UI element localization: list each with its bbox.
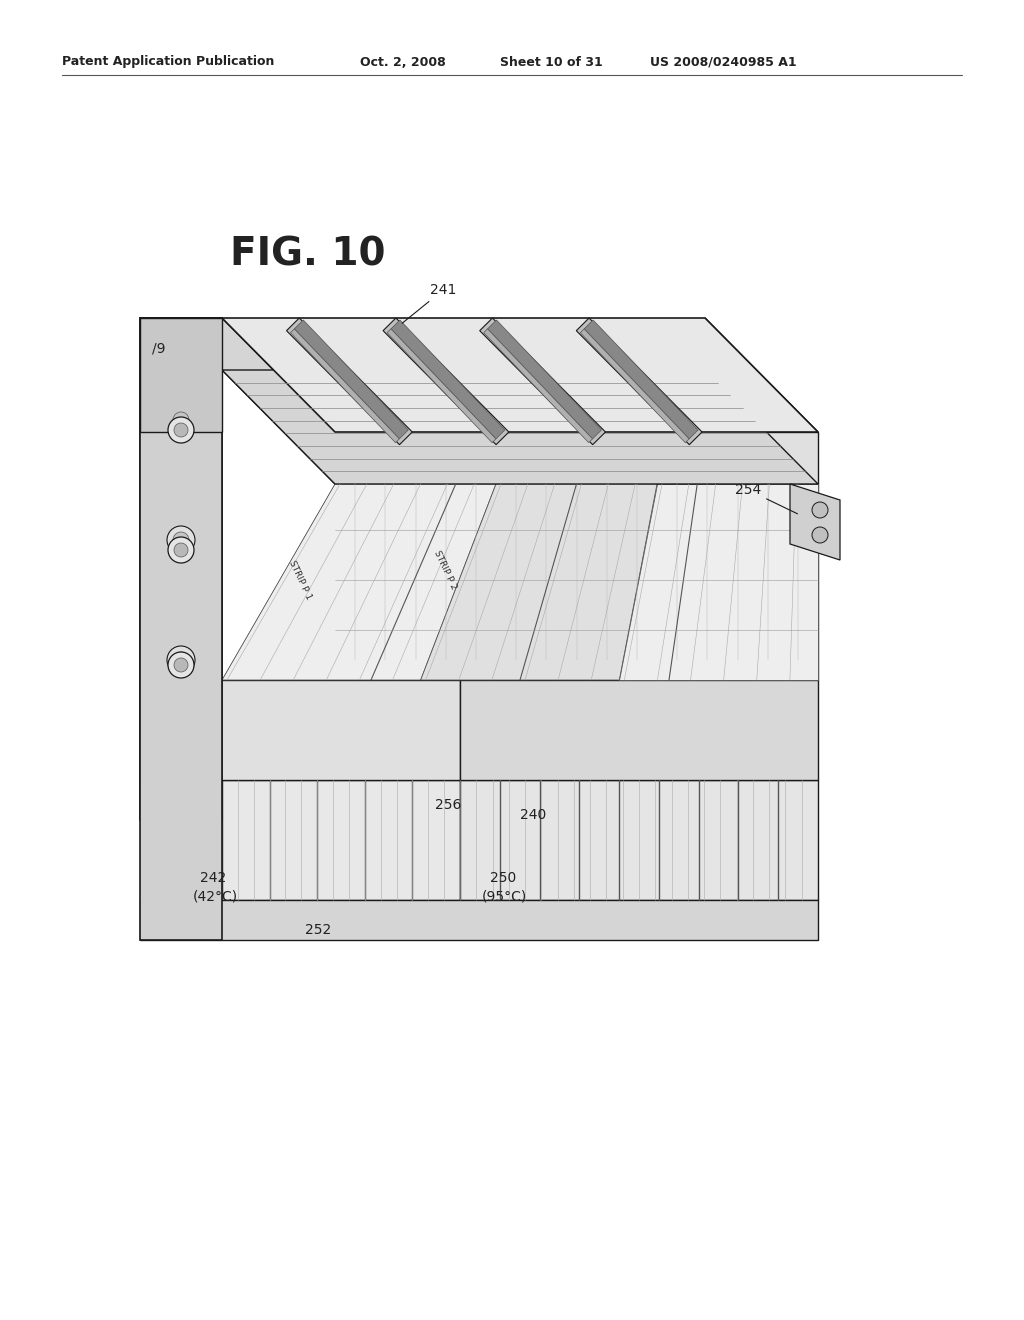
Circle shape (812, 527, 828, 543)
Polygon shape (483, 329, 593, 442)
Polygon shape (294, 319, 409, 438)
Text: Oct. 2, 2008: Oct. 2, 2008 (360, 55, 445, 69)
Circle shape (168, 537, 194, 564)
Text: (95°C): (95°C) (482, 888, 527, 903)
Circle shape (168, 652, 194, 678)
Polygon shape (222, 318, 335, 484)
Polygon shape (790, 484, 840, 560)
Circle shape (168, 417, 194, 444)
Circle shape (167, 525, 195, 554)
Polygon shape (577, 318, 702, 445)
Polygon shape (222, 370, 818, 484)
Polygon shape (140, 680, 460, 780)
Polygon shape (291, 329, 399, 442)
Polygon shape (421, 484, 657, 680)
Circle shape (812, 502, 828, 517)
Text: STRIP P 1: STRIP P 1 (287, 558, 313, 601)
Text: 252: 252 (305, 923, 331, 937)
Circle shape (173, 532, 189, 548)
Text: 242: 242 (200, 871, 226, 884)
Text: Patent Application Publication: Patent Application Publication (62, 55, 274, 69)
Polygon shape (584, 319, 698, 438)
Polygon shape (705, 318, 818, 484)
Polygon shape (620, 484, 818, 680)
Circle shape (173, 412, 189, 428)
Circle shape (174, 543, 188, 557)
Polygon shape (581, 329, 689, 442)
Polygon shape (222, 484, 818, 680)
Text: STRIP P 2: STRIP P 2 (432, 549, 458, 591)
Circle shape (174, 657, 188, 672)
Polygon shape (140, 900, 818, 940)
Polygon shape (222, 318, 818, 432)
Text: 241: 241 (402, 282, 457, 323)
Text: 256: 256 (435, 799, 461, 812)
Polygon shape (140, 318, 222, 432)
Polygon shape (140, 318, 222, 820)
Polygon shape (705, 370, 818, 680)
Text: FIG. 10: FIG. 10 (230, 236, 385, 275)
Text: Sheet 10 of 31: Sheet 10 of 31 (500, 55, 603, 69)
Polygon shape (222, 484, 496, 680)
Polygon shape (140, 318, 222, 940)
Text: 250: 250 (490, 871, 516, 884)
Polygon shape (335, 432, 818, 484)
Polygon shape (460, 680, 818, 780)
Polygon shape (383, 318, 509, 445)
Circle shape (174, 422, 188, 437)
Circle shape (167, 407, 195, 434)
Polygon shape (222, 780, 460, 900)
Polygon shape (287, 318, 413, 445)
Text: /9: /9 (152, 341, 166, 355)
Polygon shape (391, 319, 505, 438)
Text: (42°C): (42°C) (193, 888, 239, 903)
Circle shape (167, 645, 195, 675)
Polygon shape (387, 329, 496, 442)
Text: US 2008/0240985 A1: US 2008/0240985 A1 (650, 55, 797, 69)
Polygon shape (460, 780, 818, 900)
Polygon shape (487, 319, 601, 438)
Text: 240: 240 (520, 808, 546, 822)
Circle shape (173, 652, 189, 668)
Text: 254: 254 (735, 483, 798, 513)
Polygon shape (479, 318, 605, 445)
